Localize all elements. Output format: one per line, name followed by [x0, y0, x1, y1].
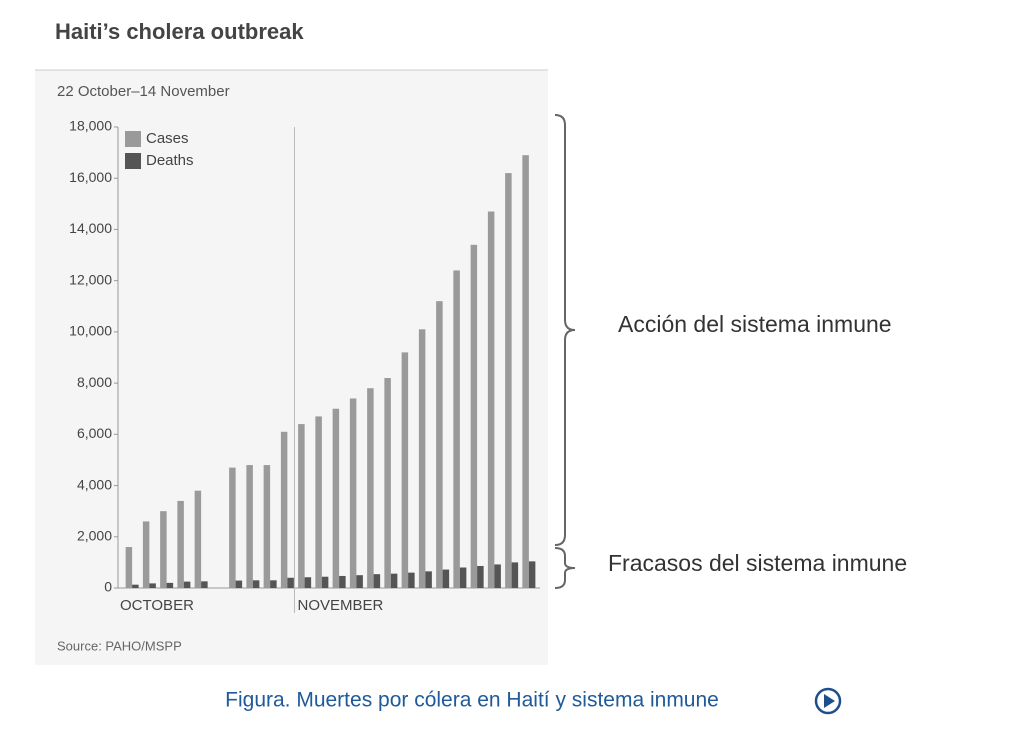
bar — [183, 581, 191, 588]
bar — [384, 377, 391, 588]
bar — [528, 561, 536, 588]
bar — [505, 173, 512, 588]
y-tick-label: 0 — [104, 579, 112, 595]
y-tick-label: 18,000 — [69, 118, 112, 134]
bar — [332, 408, 340, 588]
bar — [160, 511, 167, 588]
bar — [132, 584, 139, 588]
bar — [194, 490, 202, 588]
bar — [373, 574, 381, 588]
y-tick-label: 4,000 — [77, 476, 112, 492]
bar — [321, 576, 329, 588]
bar — [177, 500, 184, 588]
bar — [229, 467, 236, 588]
bar — [315, 416, 322, 588]
y-tick-label: 2,000 — [77, 527, 112, 543]
bar — [522, 155, 529, 588]
y-tick-label: 10,000 — [69, 323, 112, 339]
bar — [304, 577, 312, 588]
bar — [287, 577, 294, 588]
bracket-upper — [554, 114, 576, 546]
x-group-label: NOVEMBER — [298, 597, 384, 614]
bar — [442, 569, 450, 588]
bar — [401, 352, 409, 588]
caption: Figura. Muertes por cólera en Haití y si… — [225, 689, 719, 712]
bar — [511, 562, 519, 588]
bar — [149, 583, 156, 588]
source: Source: PAHO/MSPP — [57, 638, 182, 653]
bar — [142, 521, 150, 588]
bar — [470, 244, 478, 589]
bar — [235, 580, 243, 588]
bar — [125, 547, 133, 588]
bracket-lower — [554, 547, 576, 589]
chart-subtitle: 22 October–14 November — [57, 83, 230, 100]
bar — [494, 564, 501, 588]
x-group-label: OCTOBER — [120, 597, 194, 614]
bar — [280, 431, 288, 588]
play-button[interactable] — [814, 687, 842, 715]
bar — [408, 572, 415, 588]
bar — [246, 465, 253, 588]
y-tick-label: 8,000 — [77, 374, 112, 390]
bar — [436, 301, 443, 588]
bar — [477, 565, 484, 588]
bar — [201, 581, 208, 588]
legend-swatch — [125, 153, 141, 169]
bar — [270, 580, 277, 588]
bar — [252, 580, 260, 588]
chart-title: Haiti’s cholera outbreak — [55, 19, 304, 44]
bar — [418, 329, 426, 588]
bar — [453, 270, 460, 588]
annotation: Acción del sistema inmune — [618, 311, 892, 337]
bar — [356, 575, 363, 588]
bar — [263, 465, 271, 588]
y-tick-label: 12,000 — [69, 271, 112, 287]
bar — [339, 575, 346, 588]
bar — [298, 424, 305, 588]
bar — [425, 571, 432, 588]
legend-swatch — [125, 131, 141, 147]
y-tick-label: 16,000 — [69, 169, 112, 185]
bar — [487, 211, 495, 588]
bar — [367, 388, 374, 588]
play-icon[interactable] — [824, 694, 835, 708]
bar — [166, 582, 174, 588]
y-tick-label: 6,000 — [77, 425, 112, 441]
annotation: Fracasos del sistema inmune — [608, 550, 907, 576]
bar — [349, 398, 357, 588]
bar — [459, 567, 467, 588]
y-tick-label: 14,000 — [69, 220, 112, 236]
bar — [390, 573, 398, 588]
chart-background — [35, 70, 548, 665]
legend-label: Deaths — [146, 152, 194, 169]
legend-label: Cases — [146, 130, 189, 147]
